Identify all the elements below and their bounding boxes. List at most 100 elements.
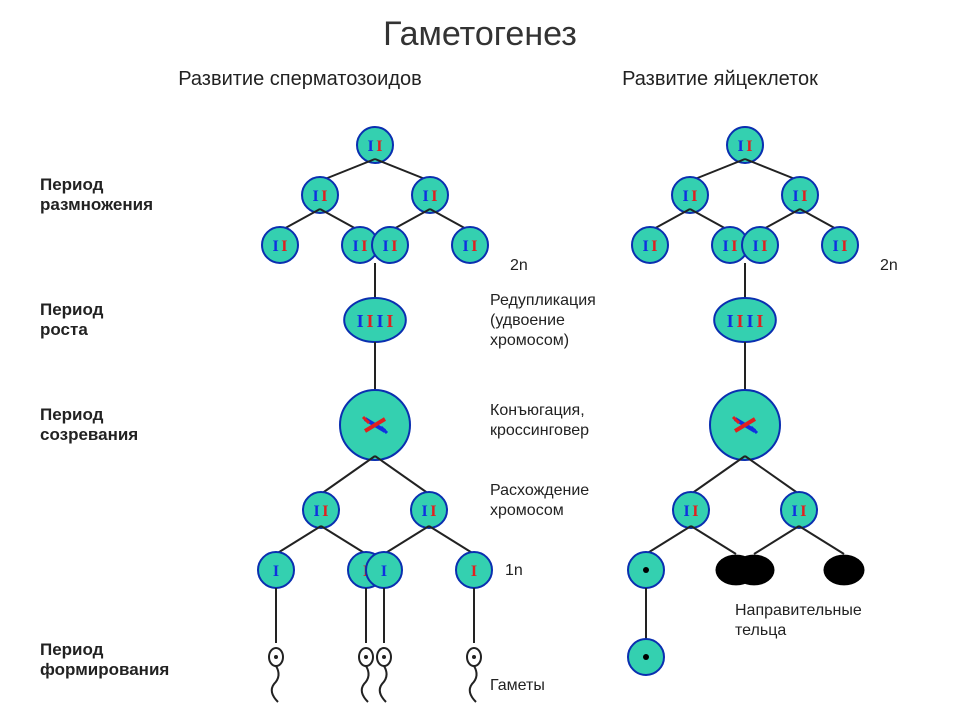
note-reduplication: (удвоение (490, 312, 565, 329)
chromosome-glyph: I (752, 238, 758, 255)
label-2n: 2n (880, 257, 898, 274)
chromosome-glyph: I (682, 188, 688, 205)
chromosome-glyph: I (272, 238, 278, 255)
connector (799, 526, 844, 554)
chromosome-glyph: I (357, 311, 364, 331)
connector (691, 456, 745, 494)
chromosome-glyph: I (756, 311, 763, 331)
sperm-nucleus (274, 655, 278, 659)
chromosome-glyph: I (367, 311, 374, 331)
subtitle-egg: Развитие яйцеклеток (622, 68, 818, 90)
period-multiplication: Период (40, 175, 104, 194)
cell (452, 227, 488, 263)
chromosome-glyph: I (361, 238, 367, 255)
chromosome-glyph: I (382, 238, 388, 255)
cell (262, 227, 298, 263)
chromosome-glyph: I (746, 311, 753, 331)
chromosome-glyph: I (800, 503, 806, 520)
chromosome-glyph: I (281, 238, 287, 255)
chromosome-glyph: I (273, 563, 279, 580)
label-1n: 1n (505, 562, 523, 579)
note-segregation: Расхождение (490, 482, 589, 499)
cell (372, 227, 408, 263)
mitosis-cell (727, 127, 763, 163)
sperm-nucleus (382, 655, 386, 659)
chromosome-glyph: I (722, 238, 728, 255)
chromosome-glyph: I (692, 503, 698, 520)
label-polar-bodies: тельца (735, 622, 786, 639)
cell (822, 227, 858, 263)
period-formation: формирования (40, 660, 169, 679)
period-maturation: Период (40, 405, 104, 424)
chromosome-glyph: I (761, 238, 767, 255)
chromosome-glyph: I (421, 503, 427, 520)
polar-body (823, 555, 864, 586)
meiosis1-cell (781, 492, 817, 528)
chromosome-glyph: I (431, 188, 437, 205)
chromosome-glyph: I (691, 188, 697, 205)
connector (429, 526, 474, 554)
mitosis-cell (357, 127, 393, 163)
connector (745, 159, 800, 181)
chromosome-glyph: I (471, 238, 477, 255)
chromosome-glyph: I (422, 188, 428, 205)
connector (276, 526, 321, 554)
growth-cell (344, 298, 406, 342)
period-maturation: созревания (40, 425, 138, 444)
connector (745, 456, 799, 494)
dot (643, 567, 649, 573)
chromosome-glyph: I (791, 503, 797, 520)
chromosome-glyph: I (737, 138, 743, 155)
sperm-tail (470, 666, 477, 702)
period-multiplication: размножения (40, 195, 153, 214)
connector (384, 526, 429, 554)
chromosome-glyph: I (321, 188, 327, 205)
chromosome-glyph: I (386, 311, 393, 331)
chromosome-glyph: I (801, 188, 807, 205)
connector (691, 526, 736, 554)
subtitle-sperm: Развитие сперматозоидов (178, 68, 422, 90)
meiosis1-cell (303, 492, 339, 528)
connector (375, 456, 429, 494)
label-gametes: Гаметы (490, 677, 545, 694)
cell (302, 177, 338, 213)
chromosome-glyph: I (312, 188, 318, 205)
period-formation: Период (40, 640, 104, 659)
diagram-canvas: Гаметогенез Развитие сперматозоидов Развит… (0, 0, 960, 720)
note-conjugation: Конъюгация, (490, 402, 585, 419)
connector (754, 526, 799, 554)
sperm-nucleus (472, 655, 476, 659)
sperm-nucleus (364, 655, 368, 659)
note-conjugation: кроссинговер (490, 422, 589, 439)
chromosome-glyph: I (746, 138, 752, 155)
cell (412, 177, 448, 213)
page-title: Гаметогенез (383, 15, 577, 53)
chromosome-glyph: I (832, 238, 838, 255)
chromosome-glyph: I (376, 138, 382, 155)
connector (321, 526, 366, 554)
label-polar-bodies: Направительные (735, 602, 862, 619)
cell (782, 177, 818, 213)
chromosome-glyph: I (381, 563, 387, 580)
note-segregation: хромосом (490, 502, 564, 519)
chromosome-glyph: I (651, 238, 657, 255)
note-reduplication: Редупликация (490, 292, 596, 309)
dot (643, 654, 649, 660)
chromosome-glyph: I (841, 238, 847, 255)
chromosome-glyph: I (471, 563, 477, 580)
sperm-tail (362, 666, 369, 702)
sperm-tail (380, 666, 387, 702)
meiosis1-cell (411, 492, 447, 528)
chromosome-glyph: I (391, 238, 397, 255)
chromosome-glyph: I (462, 238, 468, 255)
label-2n: 2n (510, 257, 528, 274)
sperm-tail (272, 666, 279, 702)
chromosome-glyph: I (731, 238, 737, 255)
chromosome-glyph: I (683, 503, 689, 520)
chromosome-glyph: I (430, 503, 436, 520)
chromosome-glyph: I (352, 238, 358, 255)
connector (375, 159, 430, 181)
period-growth: роста (40, 320, 88, 339)
chromosome-glyph: I (737, 311, 744, 331)
chromosome-glyph: I (642, 238, 648, 255)
